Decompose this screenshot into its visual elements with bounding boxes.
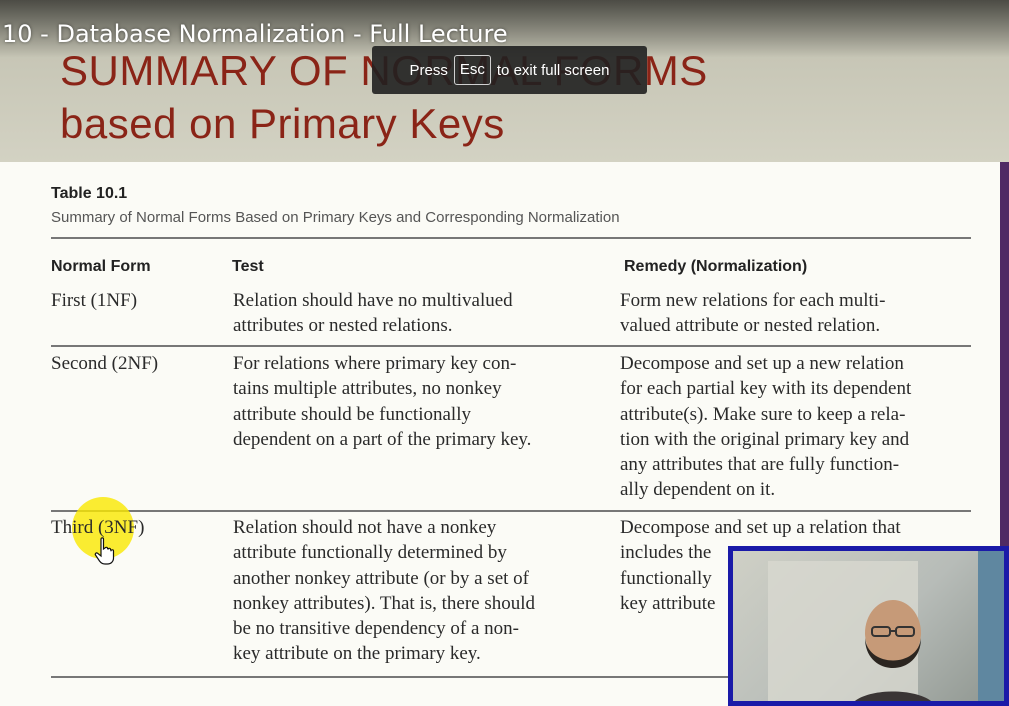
row-1-test-line: Relation should have no multivalued bbox=[233, 290, 513, 311]
row-2-remedy-line: Decompose and set up a new relation bbox=[620, 353, 904, 374]
row-1-form: First (1NF) bbox=[51, 290, 138, 311]
table-label: Table 10.1 bbox=[51, 185, 128, 202]
row-1-test-line: attributes or nested relations. bbox=[233, 315, 453, 337]
row-2-remedy: Decompose and set up a new relation for … bbox=[620, 351, 911, 503]
row-2-remedy-line: attribute(s). Make sure to keep a rela- bbox=[620, 403, 906, 425]
webcam-background-sign bbox=[978, 551, 1004, 701]
row-3-test-line: another nonkey attribute (or by a set of bbox=[233, 567, 529, 589]
row-3-remedy-line: key attribute bbox=[620, 592, 716, 614]
fullscreen-exit-toast: Press Esc to exit full screen bbox=[372, 46, 647, 94]
toast-prefix: Press bbox=[409, 61, 448, 79]
row-1-remedy: Form new relations for each multi- value… bbox=[620, 288, 885, 339]
row-3-test-line: attribute functionally determined by bbox=[233, 542, 507, 564]
row-2-test-line: attribute should be functionally bbox=[233, 403, 471, 425]
video-title[interactable]: 10 - Database Normalization - Full Lectu… bbox=[2, 20, 508, 48]
row-2-remedy-line: tion with the original primary key and bbox=[620, 428, 910, 450]
row-2-test-line: tains multiple attributes, no nonkey bbox=[233, 378, 502, 400]
row-3-test: Relation should not have a nonkey attrib… bbox=[233, 515, 535, 667]
esc-key-badge: Esc bbox=[453, 55, 491, 85]
row-3-remedy: Decompose and set up a relation that inc… bbox=[620, 515, 901, 616]
row-2-test-line: For relations where primary key con- bbox=[233, 353, 517, 374]
row-3-remedy-line: functionally bbox=[620, 567, 712, 589]
table-top-rule bbox=[51, 237, 971, 239]
row-3-remedy-line: Decompose and set up a relation that bbox=[620, 517, 901, 538]
hand-pointer-icon bbox=[94, 537, 115, 565]
row-2-test-line: dependent on a part of the primary key. bbox=[233, 428, 532, 450]
presenter-avatar bbox=[855, 600, 931, 701]
slide-title-line-2: based on Primary Keys bbox=[60, 100, 505, 147]
row-3-test-line: key attribute on the primary key. bbox=[233, 643, 481, 665]
row-1-test: Relation should have no multivalued attr… bbox=[233, 288, 513, 339]
row-3-test-line: Relation should not have a nonkey bbox=[233, 517, 497, 538]
row-2-form: Second (2NF) bbox=[51, 353, 159, 374]
row-3-test-line: nonkey attributes). That is, there shoul… bbox=[233, 592, 536, 614]
table-caption: Summary of Normal Forms Based on Primary… bbox=[51, 209, 620, 226]
slide-right-edge bbox=[1000, 162, 1009, 706]
row-2-remedy-line: for each partial key with its dependent bbox=[620, 378, 912, 400]
column-header-remedy: Remedy (Normalization) bbox=[624, 258, 808, 275]
row-3-test-line: be no transitive dependency of a non- bbox=[233, 618, 519, 640]
row-divider bbox=[51, 345, 971, 347]
toast-suffix: to exit full screen bbox=[496, 61, 610, 79]
webcam-overlay bbox=[728, 546, 1009, 706]
row-2-remedy-line: ally dependent on it. bbox=[620, 479, 776, 501]
column-header-normal-form: Normal Form bbox=[51, 258, 151, 275]
row-divider bbox=[51, 510, 971, 512]
table-bottom-rule bbox=[51, 676, 971, 678]
row-2-test: For relations where primary key con- tai… bbox=[233, 351, 531, 452]
row-3-remedy-line: includes the bbox=[620, 542, 712, 564]
row-3-form: Third (3NF) bbox=[51, 517, 145, 538]
row-2-remedy-line: any attributes that are fully function- bbox=[620, 454, 900, 476]
row-1-remedy-line: valued attribute or nested relation. bbox=[620, 315, 881, 337]
row-1-remedy-line: Form new relations for each multi- bbox=[620, 290, 886, 311]
column-header-test: Test bbox=[232, 258, 264, 275]
